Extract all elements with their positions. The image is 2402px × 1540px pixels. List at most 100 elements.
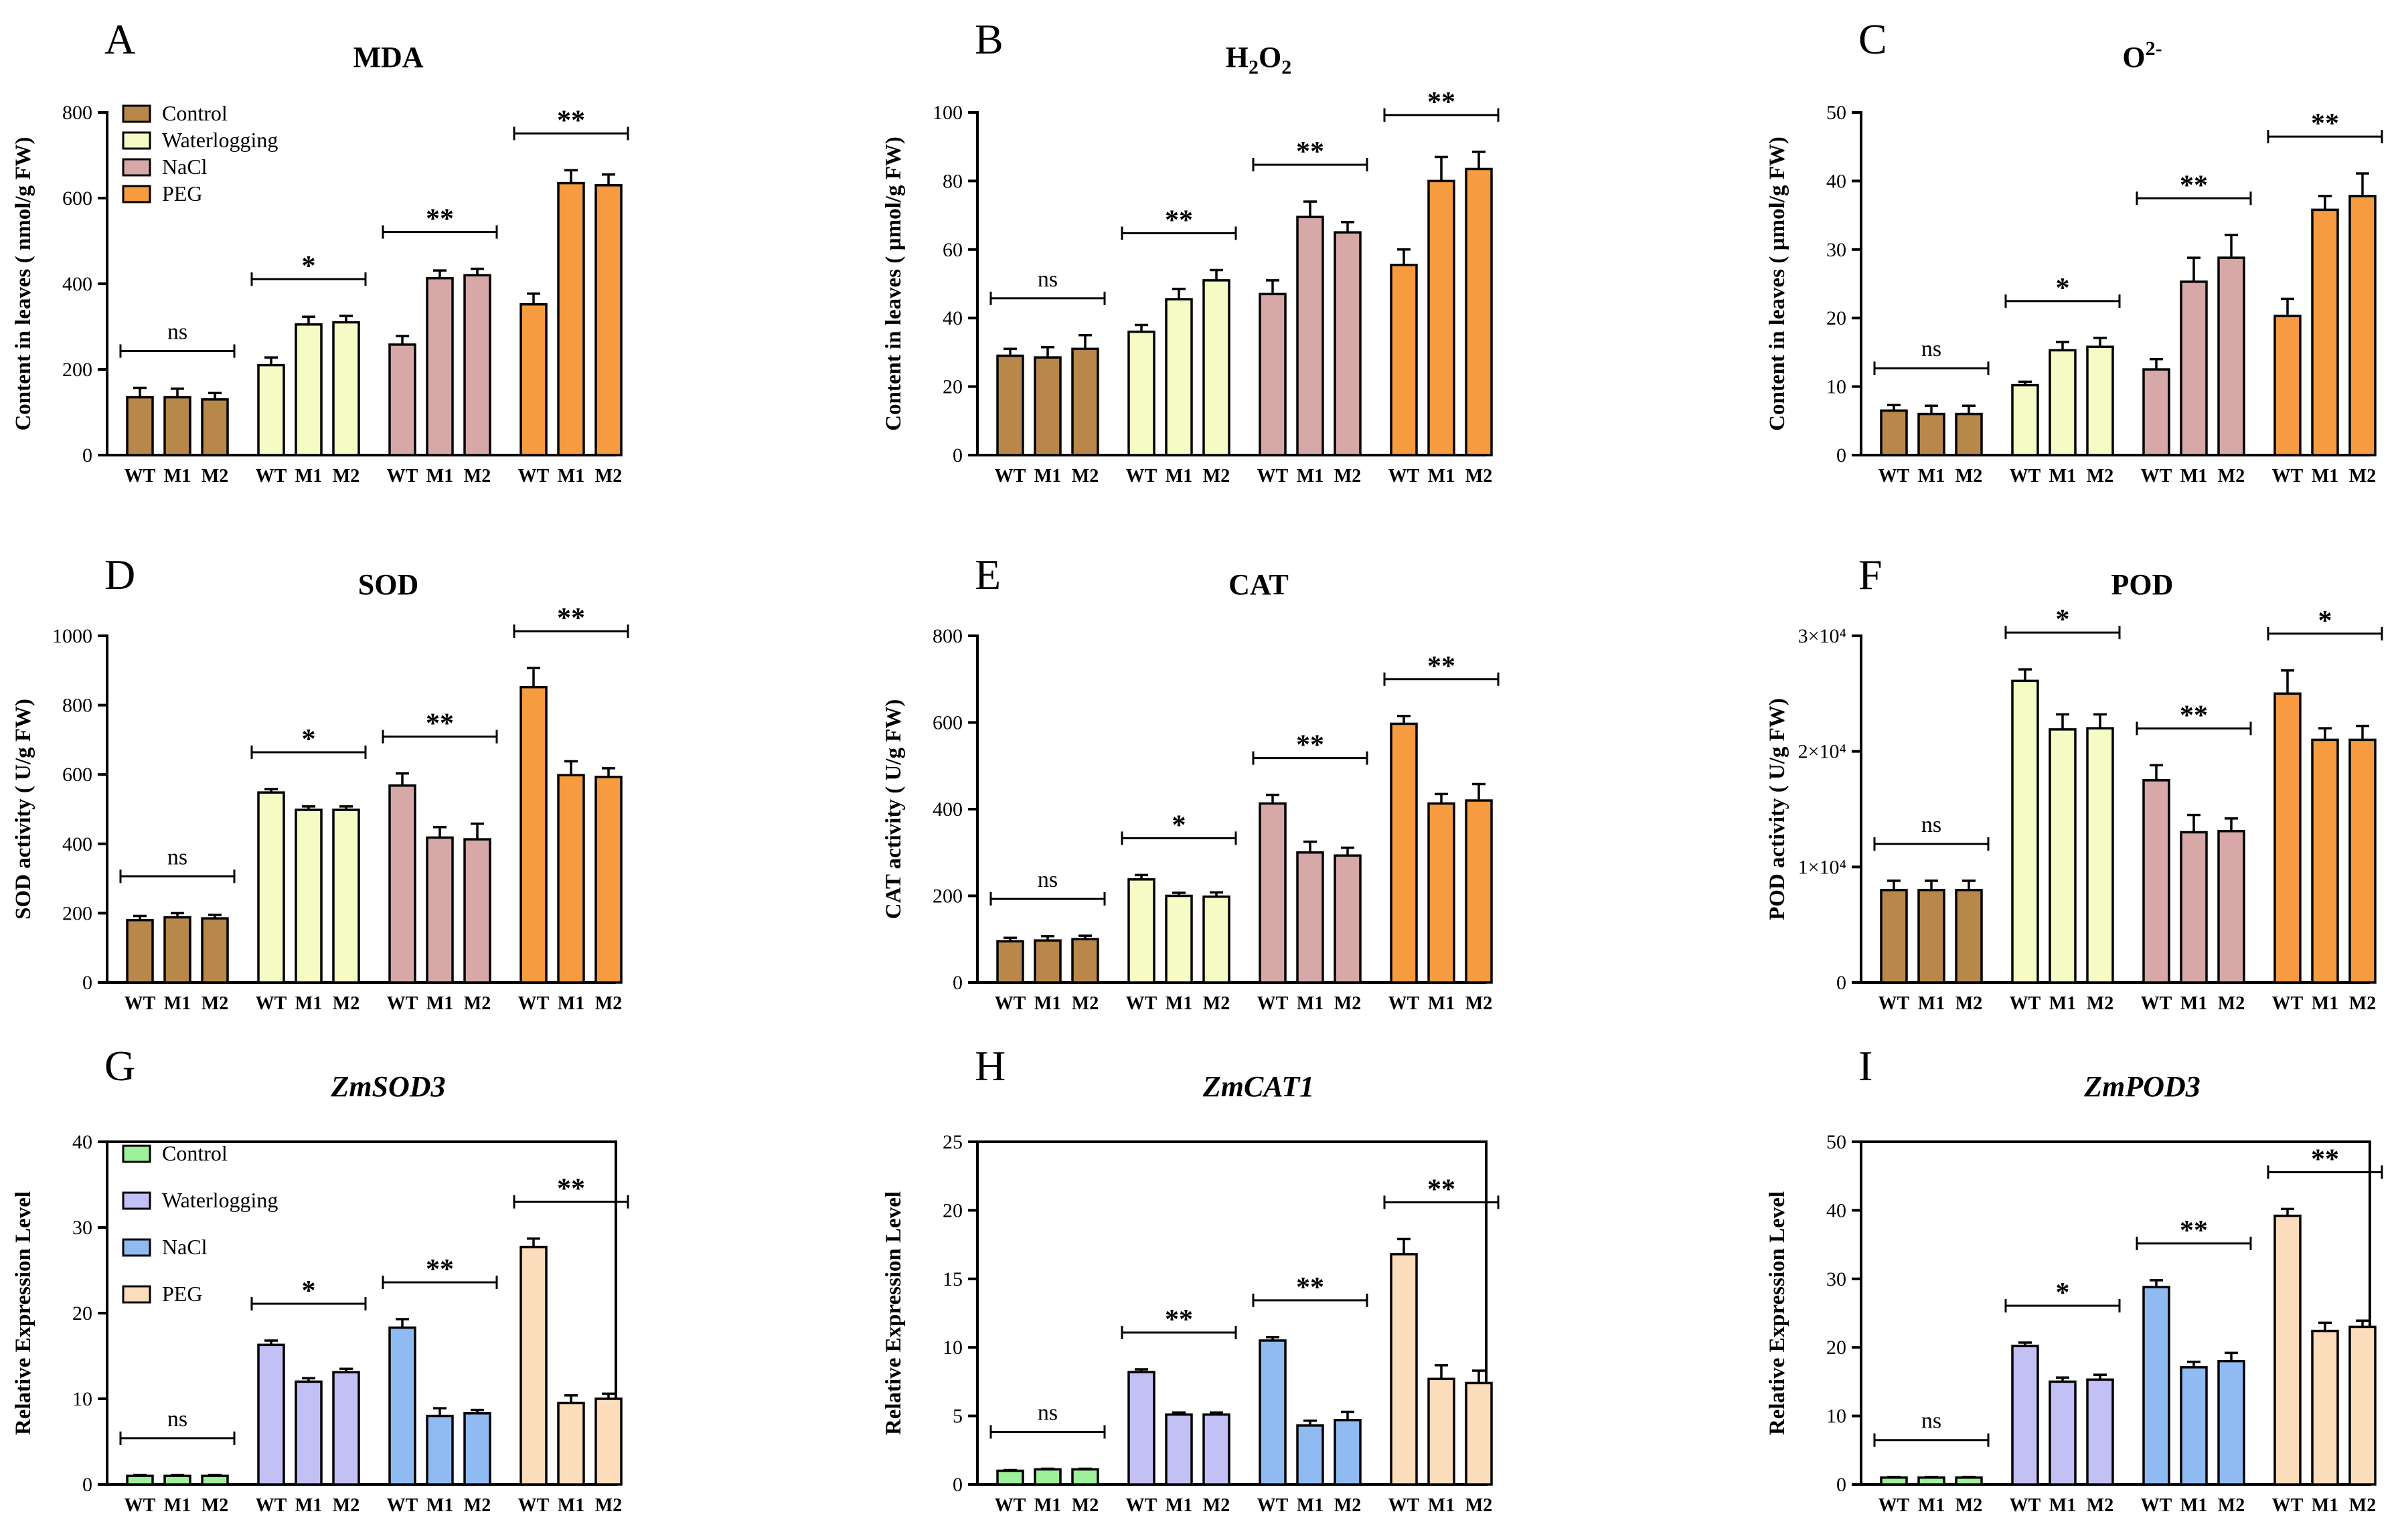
bar-control-wt: [996, 1469, 1024, 1486]
significance-label: **: [1427, 651, 1455, 682]
y-tick-label: 30: [1826, 239, 1846, 261]
plot-frame: [1860, 1140, 2371, 1486]
x-tick-label: WT: [387, 993, 418, 1014]
x-tick-label: WT: [2010, 1495, 2041, 1516]
y-tick-label: 40: [943, 307, 963, 329]
bar-control-m1: [1917, 889, 1945, 984]
bar-peg-m2: [2348, 738, 2377, 984]
legend-swatch: [122, 185, 151, 203]
panel-f: F POD POD activity ( U/g FW) 0 1×10⁴ 2×10⁴ 3×1…: [1765, 551, 2383, 1014]
panel-title: POD: [2111, 568, 2174, 601]
x-tick-label: M1: [164, 993, 191, 1014]
x-tick-label: M1: [2049, 1495, 2076, 1516]
x-tick-label: WT: [2141, 466, 2172, 487]
x-tick-label: M2: [1334, 466, 1361, 487]
y-axis-label: Content in leaves ( µmol/g FW): [1765, 137, 1789, 431]
panel-letter: G: [104, 1042, 135, 1090]
significance-label: *: [302, 251, 316, 282]
y-tick-label: 600: [62, 764, 92, 786]
significance-label: ns: [167, 1407, 187, 1432]
x-tick-label: WT: [256, 466, 287, 487]
x-tick-label: M1: [1428, 993, 1455, 1014]
panel-title: MDA: [353, 41, 423, 74]
x-tick-label: M1: [1034, 993, 1061, 1014]
bar-nacl-m2: [1334, 231, 1362, 456]
bar-waterlogging-wt: [2011, 679, 2039, 984]
y-tick-label: 0: [82, 972, 92, 994]
x-tick-label: WT: [125, 993, 156, 1014]
bar-waterlogging-wt: [1127, 1371, 1155, 1486]
bar-nacl-wt: [2142, 368, 2170, 456]
significance-label: **: [557, 603, 585, 634]
y-axis-label: Content in leaves ( µmol/g FW): [882, 137, 906, 431]
significance-label: ns: [167, 845, 187, 869]
bar-peg-m2: [1465, 799, 1493, 984]
significance-label: **: [2180, 1215, 2208, 1246]
bar-control-wt: [1880, 409, 1908, 456]
legend-swatch: [122, 131, 151, 150]
bar-peg-m1: [2311, 208, 2339, 456]
y-tick-label: 1×10⁴: [1798, 856, 1846, 878]
bar-nacl-m1: [426, 276, 454, 456]
significance-label: *: [2056, 273, 2070, 304]
x-tick-label: WT: [518, 1495, 550, 1516]
y-tick-label: 600: [933, 712, 963, 734]
y-tick-label: 10: [1826, 1405, 1846, 1428]
bar-peg-m1: [557, 181, 585, 456]
y-tick-label: 1000: [52, 625, 92, 647]
y-tick-label: 200: [933, 885, 963, 908]
x-tick-label: WT: [995, 993, 1026, 1014]
bar-peg-m1: [557, 1401, 585, 1486]
significance-label: **: [2311, 1144, 2339, 1175]
bar-waterlogging-m2: [1202, 1413, 1230, 1486]
bar-peg-m2: [2348, 1325, 2377, 1486]
bar-nacl-wt: [1259, 292, 1287, 456]
x-tick-label: M2: [1465, 466, 1492, 487]
x-tick-label: M2: [2218, 1495, 2245, 1516]
x-tick-label: M2: [1203, 993, 1230, 1014]
y-tick-label: 40: [1826, 170, 1846, 192]
bar-nacl-m2: [463, 274, 491, 456]
bar-waterlogging-m2: [1202, 279, 1230, 456]
x-tick-label: WT: [2141, 993, 2172, 1014]
x-tick-label: M2: [464, 993, 491, 1014]
y-tick-label: 20: [943, 1199, 963, 1221]
x-tick-label: M2: [1465, 993, 1492, 1014]
y-tick-label: 200: [62, 902, 92, 924]
bar-control-wt: [996, 940, 1024, 984]
bar-peg-m1: [2311, 738, 2339, 984]
panel-letter: C: [1858, 15, 1887, 63]
x-tick-label: M1: [2312, 1495, 2338, 1516]
bar-waterlogging-m2: [332, 808, 360, 984]
legend: Control Waterlogging NaCl PEG: [122, 1141, 278, 1306]
panel-letter: H: [975, 1042, 1006, 1090]
x-tick-label: M1: [426, 993, 453, 1014]
panel-title: ZmSOD3: [330, 1070, 445, 1103]
bar-peg-m2: [594, 184, 623, 456]
y-tick-label: 400: [933, 798, 963, 821]
x-tick-label: WT: [2141, 1495, 2172, 1516]
x-tick-label: M1: [1034, 466, 1061, 487]
significance-label: *: [2056, 1278, 2070, 1308]
y-tick-label: 800: [933, 625, 963, 647]
panel-title: SOD: [358, 568, 418, 601]
x-tick-label: M2: [2087, 1495, 2113, 1516]
bar-peg-m1: [1427, 179, 1455, 456]
x-tick-label: M1: [2180, 993, 2207, 1014]
bar-control-wt: [126, 919, 154, 984]
x-tick-label: WT: [1388, 466, 1420, 487]
bar-control-m1: [1034, 1468, 1062, 1486]
significance-label: **: [426, 204, 454, 235]
bar-waterlogging-m1: [295, 323, 323, 456]
legend-swatch: [122, 1144, 151, 1163]
x-tick-label: WT: [518, 466, 550, 487]
panel-c: C O2- Content in leaves ( µmol/g FW) 0 10 20 3…: [1765, 15, 2383, 487]
x-tick-label: M2: [1072, 993, 1099, 1014]
bar-control-m1: [163, 916, 191, 984]
significance-label: **: [1165, 205, 1193, 236]
significance-label: *: [2056, 604, 2070, 635]
y-tick-label: 10: [943, 1337, 963, 1359]
bar-nacl-wt: [388, 784, 416, 984]
x-tick-label: M1: [1297, 1495, 1324, 1516]
significance-label: *: [2318, 606, 2332, 636]
